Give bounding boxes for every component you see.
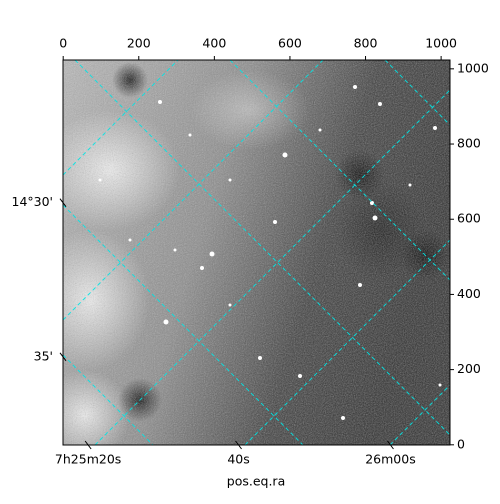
ra-tick [235,440,242,450]
y-tick-label: 800 [457,136,481,151]
x-tick-label: 600 [278,36,302,51]
y-tick-label: 600 [457,211,481,226]
ra-tick-label: 40s [227,452,249,467]
ra-tick [84,440,92,450]
dec-tick-label: 35' [34,348,53,363]
y-tick-label: 400 [457,286,481,301]
sky-image [63,60,450,445]
x-tick-label: 1000 [425,36,457,51]
ra-tick-label: 7h25m20s [55,452,121,467]
y-tick-label: 200 [457,361,481,376]
ra-tick [387,440,394,450]
x-tick-label: 800 [354,36,378,51]
wcs-grid [63,60,450,445]
x-axis-label: pos.eq.ra [227,474,285,489]
x-tick-label: 400 [202,36,226,51]
dec-tick-label: 14°30' [12,194,54,209]
dec-tick [59,352,67,362]
plot-frame [62,59,451,446]
y-tick-label: 0 [457,436,465,451]
ra-tick-label: 26m00s [365,452,416,467]
x-tick-label: 200 [127,36,151,51]
dec-tick [59,198,67,207]
y-tick-label: 1000 [457,60,489,75]
x-tick-label: 0 [59,36,67,51]
